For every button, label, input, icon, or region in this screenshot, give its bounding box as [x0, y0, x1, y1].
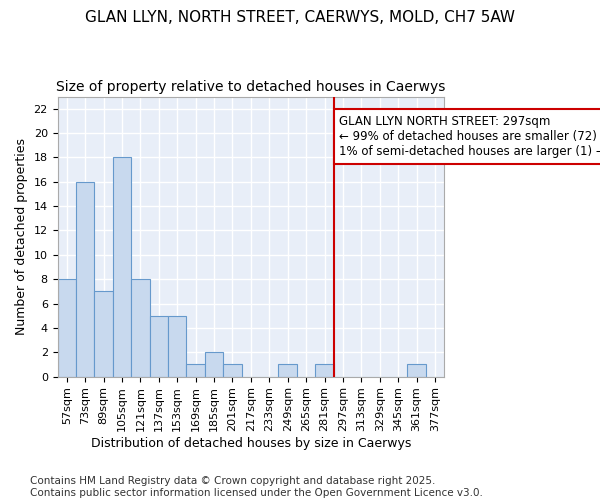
Bar	[76, 182, 94, 376]
Y-axis label: Number of detached properties: Number of detached properties	[15, 138, 28, 335]
Bar	[407, 364, 426, 376]
Bar	[149, 316, 168, 376]
Bar	[205, 352, 223, 376]
Bar	[223, 364, 242, 376]
Bar	[278, 364, 297, 376]
Bar	[131, 279, 149, 376]
Bar	[168, 316, 187, 376]
Bar	[113, 158, 131, 376]
X-axis label: Distribution of detached houses by size in Caerwys: Distribution of detached houses by size …	[91, 437, 411, 450]
Text: GLAN LLYN, NORTH STREET, CAERWYS, MOLD, CH7 5AW: GLAN LLYN, NORTH STREET, CAERWYS, MOLD, …	[85, 10, 515, 25]
Title: Size of property relative to detached houses in Caerwys: Size of property relative to detached ho…	[56, 80, 446, 94]
Bar	[316, 364, 334, 376]
Text: Contains HM Land Registry data © Crown copyright and database right 2025.
Contai: Contains HM Land Registry data © Crown c…	[30, 476, 483, 498]
Text: GLAN LLYN NORTH STREET: 297sqm
← 99% of detached houses are smaller (72)
1% of s: GLAN LLYN NORTH STREET: 297sqm ← 99% of …	[340, 115, 600, 158]
Bar	[58, 279, 76, 376]
Bar	[187, 364, 205, 376]
Bar	[94, 292, 113, 376]
